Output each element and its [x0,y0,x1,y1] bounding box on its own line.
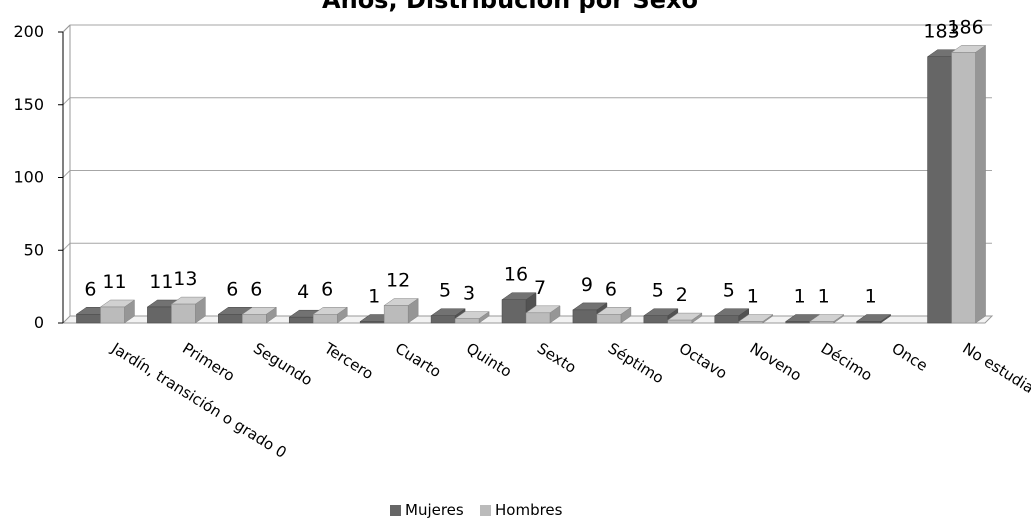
data-label-hombres-septimo: 6 [605,278,617,300]
bar-front-hombres-tercero [312,314,338,324]
gridline-depth-50 [62,242,71,251]
bar-side-hombres-no-estudia [975,44,986,324]
data-label-hombres-sexto: 7 [534,277,546,299]
legend-swatch-hombres [480,505,491,516]
data-label-mujeres-septimo: 9 [581,274,593,296]
data-label-mujeres-jardin-transicion-o-grado-0: 6 [84,278,96,300]
bar-hombres-sexto [525,305,561,324]
bar-mujeres-noveno [713,308,750,324]
bar-hombres-noveno [737,314,774,324]
data-label-hombres-tercero: 6 [321,278,333,300]
bar-front-hombres-no-estudia [951,52,976,324]
bar-hombres-septimo [596,306,632,324]
bar-front-hombres-segundo [242,314,267,324]
bar-hombres-decimo [808,314,845,324]
data-label-hombres-cuarto: 12 [386,270,410,292]
bar-front-mujeres-segundo [218,314,243,324]
bar-front-hombres-noveno [738,321,764,324]
y-tick-label-100: 100 [13,168,44,187]
bar-hombres-quinto [454,311,490,324]
data-label-mujeres-octavo: 5 [652,280,664,302]
bar-front-mujeres-decimo [785,321,810,324]
data-label-hombres-quinto: 3 [463,283,475,305]
bar-front-mujeres-noveno [714,315,740,324]
bar-mujeres-once [855,314,892,324]
gridline-depth-150 [62,97,71,106]
bar-hombres-octavo [667,312,703,324]
data-label-hombres-jardin-transicion-o-grado-0: 11 [102,271,126,293]
bar-front-hombres-primero [171,303,196,324]
gridline-depth-100 [62,170,71,178]
data-label-mujeres-tercero: 4 [297,281,309,303]
x-label-primero: Primero [179,339,238,385]
legend-label-hombres: Hombres [495,501,563,519]
bar-hombres-jardin-transicion-o-grado-0 [99,299,136,324]
x-label-tercero: Tercero [320,339,376,384]
bar-front-mujeres-quinto [430,315,456,324]
data-label-mujeres-once: 1 [865,286,877,308]
x-label-septimo: Séptimo [605,339,667,387]
data-label-hombres-primero: 13 [173,268,197,290]
bar-hombres-no-estudia [950,44,987,324]
bar-front-mujeres-octavo [643,315,669,324]
bar-front-hombres-quinto [454,318,480,324]
chart-title: Años, Distribución por Sexo [322,0,698,14]
bar-front-hombres-sexto [525,312,551,324]
bar-front-hombres-septimo [596,314,622,324]
data-label-mujeres-noveno: 5 [723,280,735,302]
data-label-hombres-segundo: 6 [250,278,262,300]
data-label-mujeres-segundo: 6 [226,278,238,300]
bar-front-hombres-decimo [809,321,834,324]
legend-swatch-mujeres [390,505,401,516]
x-label-segundo: Segundo [250,339,315,389]
data-label-mujeres-decimo: 1 [794,286,806,308]
bar-front-hombres-octavo [667,319,693,324]
bar-front-mujeres-cuarto [359,321,385,324]
x-label-octavo: Octavo [676,339,731,382]
data-label-hombres-no-estudia: 186 [947,16,983,38]
bar-hombres-primero [170,296,207,324]
y-tick-label-150: 150 [13,95,44,114]
data-label-mujeres-primero: 11 [149,271,173,293]
gridlines [62,24,992,251]
data-label-mujeres-sexto: 16 [504,264,528,286]
x-label-sexto: Sexto [534,339,580,377]
bar-hombres-tercero [312,306,349,324]
y-tick-label-50: 50 [24,240,44,259]
data-label-mujeres-no-estudia: 183 [923,21,959,43]
bar-hombres-cuarto [383,298,419,324]
data-label-mujeres-quinto: 5 [439,280,451,302]
data-label-mujeres-cuarto: 1 [368,286,380,308]
bar-front-mujeres-tercero [288,316,314,324]
bar-front-mujeres-jardin-transicion-o-grado-0 [76,314,101,324]
data-label-hombres-decimo: 1 [818,286,830,308]
x-label-no-estudia: No estudia [959,339,1031,397]
bar-front-mujeres-primero [147,306,172,324]
y-tick-label-0: 0 [34,313,44,332]
y-axis-ticks: 0 50 100 150 200 [13,22,63,332]
data-label-hombres-octavo: 2 [676,284,688,306]
wall-depth-top [62,24,71,33]
data-label-hombres-noveno: 1 [747,286,759,308]
bar-front-mujeres-no-estudia [927,56,952,324]
bar-front-hombres-cuarto [383,305,409,324]
bar-front-mujeres-septimo [572,309,598,324]
bar-front-hombres-jardin-transicion-o-grado-0 [100,306,125,324]
bar-hombres-segundo [241,306,278,324]
legend-label-mujeres: Mujeres [405,501,464,519]
bar-front-mujeres-once [856,321,881,324]
bars [75,44,987,324]
x-label-once: Once [888,339,930,375]
y-tick-label-200: 200 [13,22,44,41]
legend: Mujeres Hombres [390,501,563,519]
x-label-noveno: Noveno [747,339,805,385]
bar-front-mujeres-sexto [501,299,527,324]
x-label-quinto: Quinto [463,339,515,381]
x-label-cuarto: Cuarto [392,339,444,381]
x-label-decimo: Décimo [818,339,876,384]
